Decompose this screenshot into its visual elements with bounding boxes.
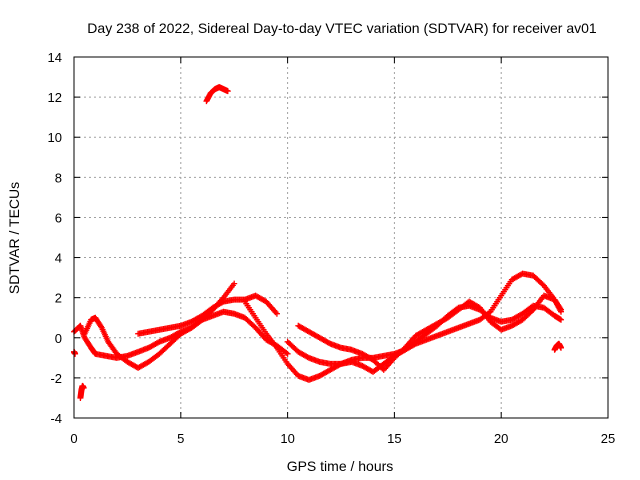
data-point xyxy=(411,341,418,348)
y-tick-label: -4 xyxy=(50,411,62,426)
y-tick-label: 8 xyxy=(55,170,62,185)
data-point xyxy=(97,323,104,330)
data-point xyxy=(284,350,291,357)
series-track-h xyxy=(71,340,565,401)
series-track-g xyxy=(295,292,565,373)
data-point xyxy=(273,310,280,317)
series-track-d xyxy=(203,84,231,105)
x-tick-label: 25 xyxy=(601,431,615,446)
chart-title: Day 238 of 2022, Sidereal Day-to-day VTE… xyxy=(87,20,597,36)
data-point xyxy=(539,281,546,288)
x-tick-label: 5 xyxy=(177,431,184,446)
y-tick-label: 4 xyxy=(55,251,62,266)
data-points xyxy=(71,84,565,401)
x-tick-label: 20 xyxy=(494,431,508,446)
x-tick-label: 15 xyxy=(387,431,401,446)
data-point xyxy=(80,384,87,391)
data-point xyxy=(219,299,226,306)
data-point xyxy=(558,344,565,351)
y-tick-label: 2 xyxy=(55,291,62,306)
x-tick-label: 0 xyxy=(70,431,77,446)
series-track-b xyxy=(81,280,238,371)
data-point xyxy=(283,349,290,356)
plot-frame xyxy=(73,56,609,419)
y-tick-label: 6 xyxy=(55,210,62,225)
data-point xyxy=(251,323,258,330)
data-point xyxy=(224,88,231,95)
y-tick-label: -2 xyxy=(50,371,62,386)
data-point xyxy=(528,307,535,314)
y-tick-label: 0 xyxy=(55,331,62,346)
data-point xyxy=(72,350,79,357)
data-point xyxy=(486,309,493,316)
data-point xyxy=(558,316,565,323)
y-tick-label: 14 xyxy=(48,50,62,65)
x-axis-label: GPS time / hours xyxy=(287,458,394,474)
y-axis-label: SDTVAR / TECUs xyxy=(6,182,22,294)
series-track-c xyxy=(135,292,280,337)
data-point xyxy=(155,339,162,346)
data-point xyxy=(231,280,238,287)
data-point xyxy=(558,308,565,315)
grid xyxy=(74,57,608,418)
data-point xyxy=(400,346,407,353)
axis-ticks: 0 5 10 15 20 25 -4 -2 0 2 4 6 8 10 12 14 xyxy=(48,50,616,446)
data-point xyxy=(304,354,311,361)
y-tick-label: 12 xyxy=(48,90,62,105)
y-tick-label: 10 xyxy=(48,130,62,145)
x-tick-label: 10 xyxy=(280,431,294,446)
data-point xyxy=(325,340,332,347)
